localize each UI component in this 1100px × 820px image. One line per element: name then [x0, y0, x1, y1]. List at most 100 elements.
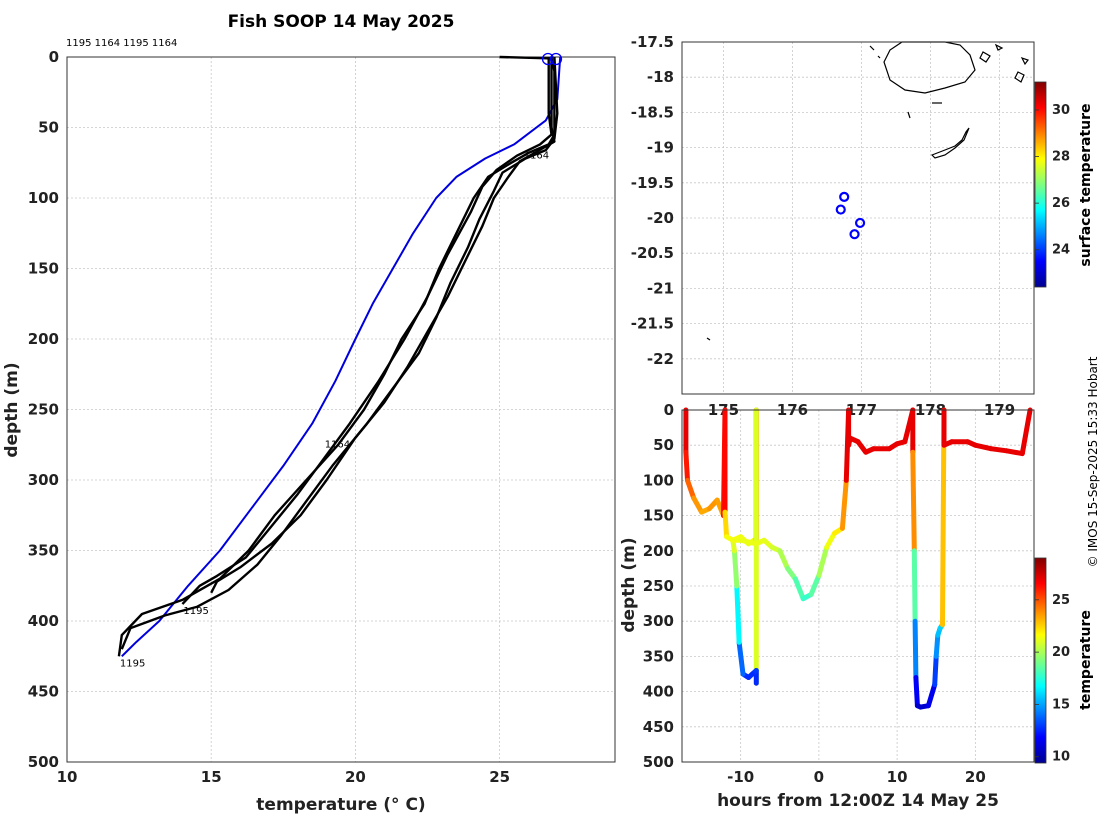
profile-3-line	[120, 56, 559, 650]
track-segment	[691, 495, 705, 515]
colorbar-tick-label: 28	[1052, 150, 1070, 165]
surface-marker	[549, 52, 563, 66]
island-small	[907, 111, 911, 119]
y-tick-label: 350	[28, 542, 59, 560]
profile-y-ticks: 0 50 100 150 200 250 300 350 400 450 500	[28, 48, 59, 771]
time-track	[683, 407, 1033, 710]
track-segment	[824, 530, 837, 550]
temperature-colorbar	[1034, 557, 1047, 764]
time-y-tick-label: 400	[643, 683, 674, 701]
profile-position-marker	[849, 229, 860, 240]
y-tick-label: 200	[28, 330, 59, 348]
map-positions	[835, 191, 866, 240]
time-axes-frame	[681, 409, 1035, 763]
time-y-tick-label: 450	[643, 718, 674, 736]
profile-axes-frame	[66, 56, 616, 763]
island-small	[979, 51, 991, 63]
colorbar-tick-label: 25	[1052, 593, 1070, 608]
track-segment	[736, 639, 746, 677]
temperature-colorbar-ticks: 10 15 20 25	[1035, 593, 1070, 765]
profile-panel: Fish SOOP 14 May 2025 1195 1164 1195 116…	[2, 12, 616, 815]
profile-2-line	[181, 57, 553, 605]
profile-id-label: 1195	[120, 658, 145, 669]
x-tick-label: 15	[201, 768, 222, 786]
time-y-tick-label: 200	[643, 542, 674, 560]
track-segment	[816, 544, 830, 578]
profile-id-label: 1164	[524, 151, 549, 162]
latitude-tick-label: -20	[647, 209, 674, 227]
copyright-watermark: © IMOS 15-Sep-2025 15:33 Hobart	[1086, 356, 1100, 567]
island-kadavu	[930, 127, 970, 159]
time-y-axis-label: depth (m)	[619, 537, 639, 632]
profile-position-marker	[835, 204, 846, 215]
surface-colorbar-label: surface temperature	[1078, 103, 1094, 266]
y-tick-label: 500	[28, 753, 59, 771]
profile-id-label: 1195	[183, 606, 208, 617]
time-x-tick-label: 10	[887, 768, 908, 786]
island-small	[1014, 71, 1025, 83]
track-segment	[808, 572, 822, 597]
latitude-tick-label: -22	[647, 350, 674, 368]
x-tick-label: 25	[489, 768, 510, 786]
x-tick-label: 10	[57, 768, 78, 786]
time-x-ticks: -10 0 10 20	[727, 768, 986, 786]
colorbar-tick-label: 15	[1052, 697, 1070, 712]
x-axis-label: temperature (° C)	[256, 795, 425, 815]
track-segment	[683, 449, 690, 483]
island-small	[1020, 56, 1029, 66]
y-tick-label: 0	[49, 48, 59, 66]
time-y-tick-label: 250	[643, 577, 674, 595]
y-tick-label: 150	[28, 260, 59, 278]
track-segment	[685, 477, 697, 501]
track-segment	[925, 682, 938, 709]
track-segment	[912, 618, 919, 680]
track-segment	[839, 477, 849, 531]
map-grid	[682, 41, 1034, 394]
time-y-tick-label: 500	[643, 753, 674, 771]
time-y-tick-label: 50	[653, 436, 674, 454]
track-segment	[777, 548, 791, 571]
track-segment	[913, 675, 920, 709]
time-x-axis-label: hours from 12:00Z 14 May 25	[717, 791, 999, 811]
track-segment	[988, 446, 1010, 454]
island-small	[877, 55, 881, 59]
coastline	[706, 41, 1029, 341]
profile-id-label: 1164	[325, 440, 350, 451]
time-y-tick-label: 150	[643, 507, 674, 525]
climatology-line	[121, 56, 562, 658]
profile-position-marker	[839, 191, 850, 202]
time-y-tick-label: 100	[643, 471, 674, 489]
track-segment	[910, 449, 917, 554]
colorbar-tick-label: 10	[1052, 750, 1070, 765]
time-y-tick-label: 300	[643, 612, 674, 630]
profile-id-header: 1195 1164 1195 1164	[66, 38, 177, 49]
track-segment	[1019, 407, 1033, 457]
island-small	[994, 43, 1004, 51]
latitude-tick-label: -17.5	[631, 33, 674, 51]
profile-1-line	[117, 55, 556, 657]
time-y-tick-label: 0	[664, 401, 674, 419]
time-x-tick-label: 20	[965, 768, 986, 786]
colorbar-tick-label: 26	[1052, 196, 1070, 211]
y-tick-label: 250	[28, 401, 59, 419]
island-small	[706, 337, 711, 341]
latitude-tick-label: -18.5	[631, 103, 674, 121]
surface-colorbar-ticks: 24 26 28 30	[1035, 103, 1070, 258]
latitude-tick-label: -20.5	[631, 244, 674, 262]
profile-labels: 1195 1195 1164 1164	[120, 151, 549, 670]
map-y-ticks: -17.5 -18 -18.5 -19 -19.5 -20 -20.5 -21 -21.5 -22	[631, 33, 674, 368]
time-y-ticks: 0 50 100 150 200 250 300 350 400 450 500	[643, 401, 674, 771]
track-segment	[1004, 448, 1025, 457]
surface-temperature-colorbar	[1034, 81, 1047, 288]
y-tick-label: 450	[28, 683, 59, 701]
track-segment	[722, 509, 730, 540]
track-segment	[972, 442, 994, 452]
island-viti-levu	[883, 41, 976, 94]
time-x-tick-label: -10	[727, 768, 754, 786]
track-segment	[734, 583, 742, 645]
profile-x-ticks: 10 15 20 25	[57, 768, 511, 786]
colorbar-tick-label: 20	[1052, 645, 1070, 660]
profile-4-line	[210, 57, 556, 594]
track-segment	[792, 576, 806, 602]
